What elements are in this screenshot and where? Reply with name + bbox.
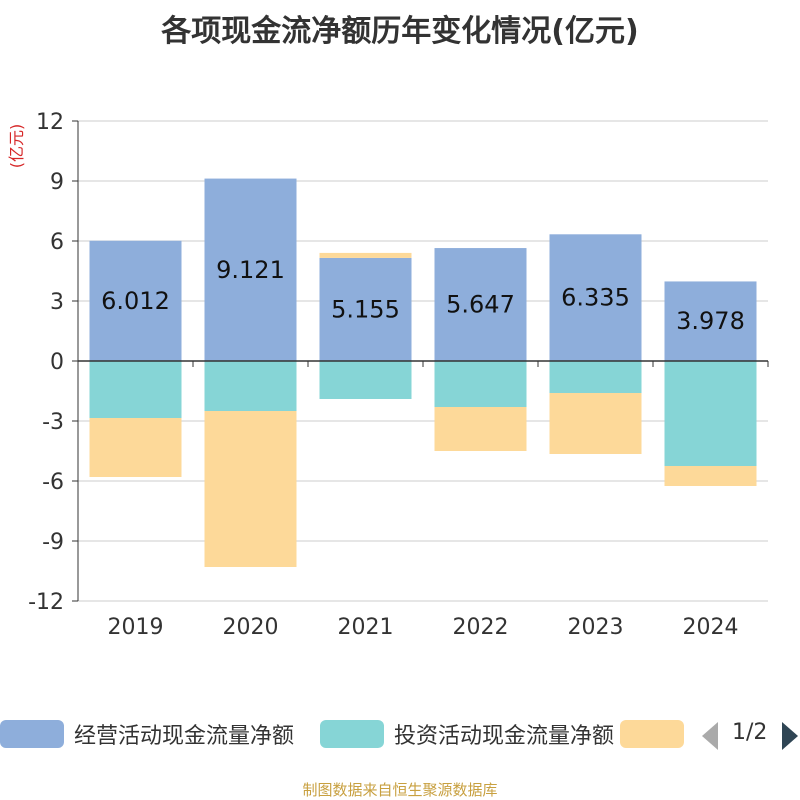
legend-swatch-financing	[620, 720, 684, 748]
legend-item-investing[interactable]: 投资活动现金流量净额	[320, 716, 614, 752]
data-label-2022: 5.647	[446, 291, 515, 319]
y-axis-label: (亿元)	[7, 124, 26, 169]
data-label-2021: 5.155	[331, 295, 400, 323]
legend-swatch-investing	[320, 720, 384, 748]
legend-label-investing: 投资活动现金流量净额	[394, 724, 615, 749]
y-tick-label: 9	[50, 170, 64, 195]
x-tick-label: 2020	[223, 615, 279, 640]
bar-series0-2024	[664, 281, 757, 361]
x-tick-label: 2024	[683, 615, 739, 640]
bar-series0-2021	[319, 257, 412, 361]
bar-series1-2024	[664, 361, 757, 466]
bar-series2-2022	[434, 407, 527, 451]
legend-item-operating[interactable]: 经营活动现金流量净额	[0, 716, 294, 752]
legend-swatch-operating	[0, 720, 64, 748]
legend: 经营活动现金流量净额 投资活动现金流量净额	[0, 716, 800, 756]
x-tick-label: 2023	[568, 615, 624, 640]
pager-next-icon[interactable]	[782, 722, 798, 750]
y-tick-label: 6	[50, 230, 64, 255]
bar-series0-2023	[549, 234, 642, 361]
chart-title: 各项现金流净额历年变化情况(亿元)	[161, 14, 639, 49]
bar-series2-2024	[664, 466, 757, 486]
bar-series2-2023	[549, 393, 642, 454]
data-label-2024: 3.978	[676, 307, 745, 335]
data-label-2020: 9.121	[216, 256, 285, 284]
legend-pager: 1/2	[700, 720, 800, 752]
y-tick-label: -3	[42, 410, 64, 435]
y-tick-label: -6	[42, 470, 64, 495]
legend-label-operating: 经营活动现金流量净额	[74, 724, 295, 749]
pager-prev-icon[interactable]	[702, 722, 718, 750]
bar-series1-2020	[204, 361, 297, 411]
bar-series1-2023	[549, 361, 642, 393]
bar-series1-2022	[434, 361, 527, 407]
bar-series0-2020	[204, 178, 297, 361]
y-tick-label: -9	[42, 530, 64, 555]
bar-series2-2019	[89, 418, 182, 477]
pager-text: 1/2	[732, 720, 768, 745]
bar-series0-2019	[89, 240, 182, 361]
source-note: 制图数据来自恒生聚源数据库	[302, 781, 498, 799]
x-tick-label: 2022	[453, 615, 509, 640]
legend-item-financing[interactable]	[620, 716, 684, 752]
bar-series2-2020	[204, 411, 297, 567]
bar-series2-2021	[319, 252, 412, 258]
bar-chart: 12 9 6 3 0 -3 -6 -9 -12 (亿元) 6.012 9.121 5.155 5.647 6…	[7, 110, 769, 640]
data-label-2023: 6.335	[561, 284, 630, 312]
y-tick-label: 3	[50, 290, 64, 315]
y-tick-label: 0	[50, 350, 64, 375]
bar-series1-2021	[319, 361, 412, 399]
bar-series0-2022	[434, 248, 527, 361]
bar-series1-2019	[89, 361, 182, 418]
y-tick-label: 12	[36, 110, 64, 135]
x-tick-label: 2019	[108, 615, 164, 640]
data-label-2019: 6.012	[101, 287, 170, 315]
x-tick-label: 2021	[338, 615, 394, 640]
y-tick-label: -12	[28, 590, 64, 615]
